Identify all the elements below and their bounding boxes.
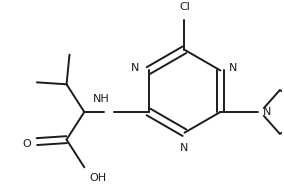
Text: N: N: [131, 64, 140, 74]
Text: Cl: Cl: [179, 2, 190, 12]
Text: N: N: [229, 64, 238, 74]
Text: N: N: [180, 143, 189, 153]
Text: OH: OH: [89, 173, 106, 183]
Text: N: N: [263, 107, 271, 117]
Text: NH: NH: [93, 94, 110, 104]
Text: O: O: [22, 139, 31, 149]
